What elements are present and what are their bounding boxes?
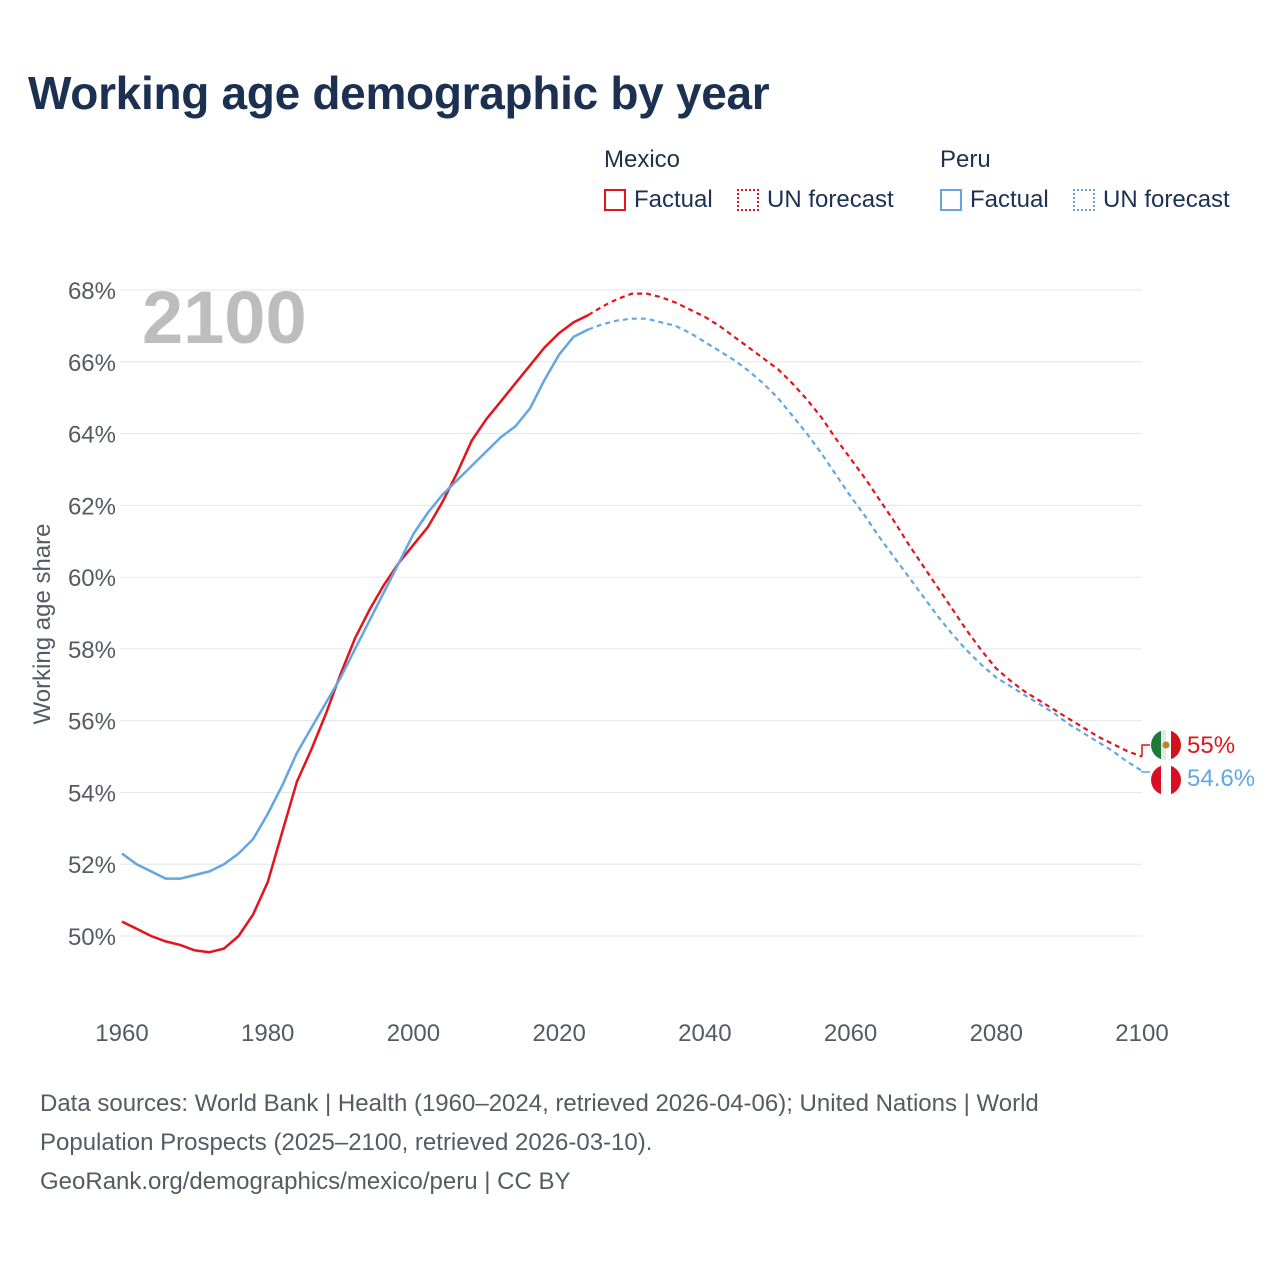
- peru-forecast-line: [587, 317, 1143, 772]
- footer-sources-line2: Population Prospects (2025–2100, retriev…: [40, 1129, 653, 1156]
- legend-peru-forecast[interactable]: UN forecast: [1073, 186, 1230, 214]
- x-tick-label: 2100: [1115, 1020, 1168, 1047]
- legend-mexico-forecast-swatch: [737, 189, 759, 211]
- y-tick-label: 68%: [68, 278, 116, 305]
- peru-flag-left: [1151, 765, 1161, 795]
- chart-title: Working age demographic by year: [28, 67, 770, 119]
- mexico-factual-line: [121, 313, 589, 954]
- y-tick-label: 58%: [68, 637, 116, 664]
- y-tick-label: 60%: [68, 565, 116, 592]
- y-axis-ticks: 50% 52% 54% 56% 58% 60% 62% 64% 66% 68%: [68, 278, 116, 951]
- footer-sources-line1: Data sources: World Bank | Health (1960–…: [40, 1090, 1039, 1117]
- y-tick-label: 52%: [68, 852, 116, 879]
- legend-mexico-factual-swatch: [604, 189, 626, 211]
- mexico-flag-red: [1171, 730, 1181, 760]
- x-tick-label: 2060: [824, 1020, 877, 1047]
- legend-peru-factual-label: Factual: [970, 186, 1049, 213]
- legend-peru-forecast-label: UN forecast: [1103, 186, 1230, 213]
- peru-end-label: 54.6%: [1187, 765, 1255, 792]
- x-tick-label: 1960: [95, 1020, 148, 1047]
- gridlines: [120, 289, 1142, 937]
- y-tick-label: 64%: [68, 422, 116, 449]
- y-tick-label: 54%: [68, 780, 116, 807]
- legend-mexico-title: Mexico: [604, 146, 681, 173]
- y-tick-label: 66%: [68, 350, 116, 377]
- mexico-end-label: 55%: [1187, 732, 1235, 759]
- mexico-flag-icon: [1151, 730, 1181, 760]
- year-watermark: 2100: [142, 276, 307, 359]
- legend-peru-factual-swatch: [940, 189, 962, 211]
- legend-mexico-forecast[interactable]: UN forecast: [737, 186, 894, 214]
- legend-mexico-factual[interactable]: Factual: [604, 186, 713, 214]
- mexico-flag-emblem: [1162, 741, 1170, 749]
- legend-mexico-forecast-label: UN forecast: [767, 186, 894, 213]
- legend-peru-forecast-swatch: [1073, 189, 1095, 211]
- x-tick-label: 2080: [970, 1020, 1023, 1047]
- legend-peru-factual[interactable]: Factual: [940, 186, 1049, 214]
- end-labels: 55% 54.6%: [1141, 730, 1255, 795]
- legend-mexico-factual-label: Factual: [634, 186, 713, 213]
- mexico-forecast-line: [587, 292, 1143, 758]
- mexico-flag-green: [1151, 730, 1161, 760]
- x-tick-label: 2040: [678, 1020, 731, 1047]
- y-tick-label: 56%: [68, 709, 116, 736]
- x-axis-ticks: 1960 1980 2000 2020 2040 2060 2080 2100: [95, 1020, 1168, 1047]
- x-tick-label: 2000: [387, 1020, 440, 1047]
- mexico-end-leader: [1141, 744, 1150, 757]
- legend-peru-title: Peru: [940, 146, 991, 173]
- peru-flag-icon: [1151, 765, 1181, 795]
- peru-end-leader: [1141, 770, 1150, 773]
- peru-factual-line: [121, 328, 589, 880]
- x-tick-label: 1980: [241, 1020, 294, 1047]
- y-tick-label: 50%: [68, 924, 116, 951]
- y-tick-label: 62%: [68, 493, 116, 520]
- x-tick-label: 2020: [532, 1020, 585, 1047]
- series-lines: [121, 292, 1143, 954]
- peru-flag-right: [1171, 765, 1181, 795]
- y-axis-label: Working age share: [29, 524, 56, 725]
- footer-credit: GeoRank.org/demographics/mexico/peru | C…: [40, 1168, 571, 1195]
